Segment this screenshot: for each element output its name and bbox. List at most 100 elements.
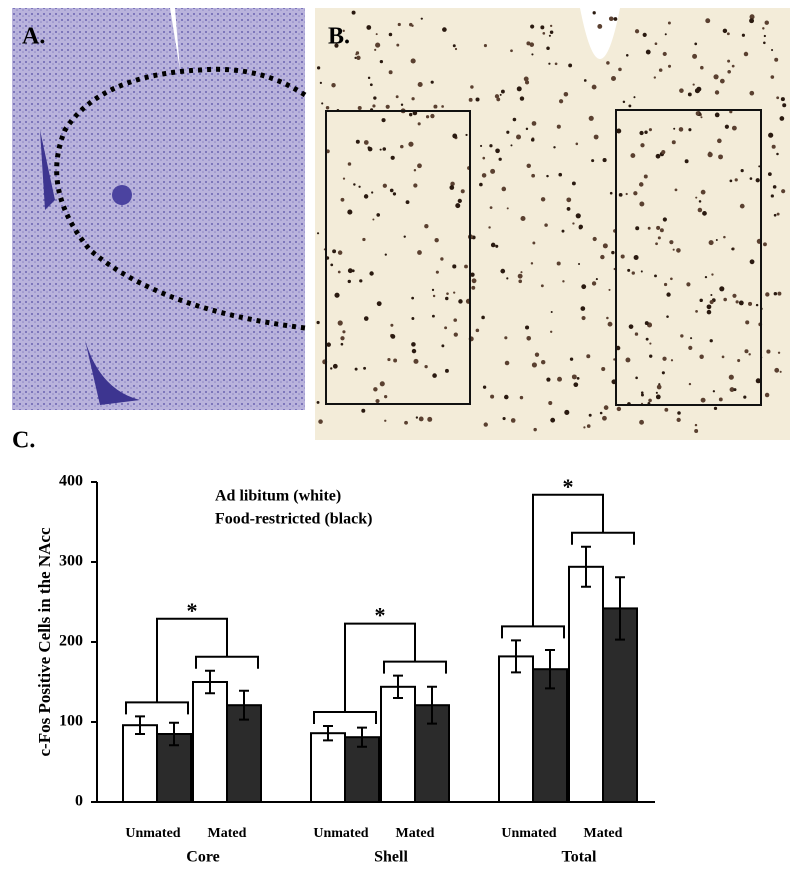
bracket — [383, 660, 447, 674]
cell — [595, 278, 598, 281]
cell — [363, 316, 369, 321]
cell — [727, 59, 731, 63]
cell — [490, 242, 496, 248]
cell — [600, 254, 605, 260]
y-tick-label: 400 — [59, 473, 83, 490]
cell — [717, 138, 722, 144]
cell — [558, 172, 563, 177]
cell — [431, 314, 435, 318]
cell — [608, 288, 611, 291]
cell — [489, 144, 493, 148]
cell — [575, 213, 581, 219]
cell — [770, 75, 775, 79]
cell — [366, 25, 372, 30]
cell — [723, 297, 727, 302]
cell — [417, 163, 422, 169]
cell — [342, 29, 345, 32]
cell — [616, 406, 622, 412]
bar — [568, 565, 604, 803]
cell — [369, 271, 374, 276]
cell — [540, 359, 546, 365]
cell — [586, 354, 591, 359]
error-bar — [427, 685, 437, 725]
cell — [634, 29, 640, 34]
cell — [526, 41, 531, 46]
cell — [755, 303, 759, 307]
cell — [526, 335, 532, 341]
cell — [453, 291, 456, 294]
cell — [400, 103, 404, 106]
cell — [482, 385, 487, 389]
cell — [540, 284, 544, 288]
cell — [347, 268, 353, 274]
cell — [363, 140, 369, 145]
cell — [549, 24, 553, 28]
cell — [568, 63, 573, 68]
cell — [384, 395, 388, 399]
error-bar — [205, 669, 215, 695]
tissue-image — [12, 8, 305, 410]
cell — [326, 342, 331, 347]
cell — [697, 207, 703, 213]
cell — [331, 83, 336, 88]
cell — [480, 144, 483, 148]
cell — [389, 188, 394, 193]
cell — [449, 185, 455, 190]
cell — [764, 20, 769, 25]
error-bar — [581, 545, 591, 588]
cell — [489, 206, 493, 210]
cell — [540, 25, 545, 30]
cell — [479, 182, 483, 187]
cell — [729, 387, 735, 393]
cell — [662, 217, 667, 222]
cell — [705, 18, 711, 24]
cell — [777, 291, 782, 296]
cell — [355, 139, 360, 144]
cell — [455, 203, 461, 209]
cell — [591, 84, 597, 90]
cell — [648, 398, 652, 403]
cell — [731, 247, 734, 251]
cell — [504, 394, 509, 400]
cell — [655, 153, 661, 159]
cell — [773, 213, 777, 217]
cell — [316, 232, 320, 235]
cell — [490, 168, 496, 174]
cell — [731, 125, 737, 131]
cell — [375, 42, 381, 48]
cell — [330, 263, 334, 267]
cell — [666, 315, 669, 318]
cell — [413, 358, 419, 364]
cell — [609, 191, 613, 195]
cell — [316, 400, 320, 404]
cell — [706, 304, 712, 310]
cell — [713, 406, 718, 410]
cell — [483, 422, 488, 427]
cell — [777, 351, 781, 354]
cell — [556, 261, 561, 266]
significance-marker: * — [563, 474, 574, 499]
cell — [770, 194, 774, 198]
bar — [498, 655, 534, 804]
bracket — [313, 711, 377, 724]
cell — [372, 218, 375, 221]
cell — [444, 368, 449, 373]
bracket — [571, 531, 635, 545]
cell — [625, 357, 631, 363]
error-bar — [357, 726, 367, 748]
cell — [415, 416, 419, 419]
cell — [699, 354, 704, 359]
cell — [373, 387, 378, 392]
cell — [563, 91, 569, 97]
cell — [642, 32, 647, 37]
cell — [442, 27, 447, 32]
cell — [732, 293, 737, 298]
cell — [734, 178, 738, 182]
cell — [417, 122, 421, 126]
cell — [495, 148, 500, 154]
cell — [546, 377, 551, 382]
cell — [564, 409, 570, 415]
cell — [771, 144, 776, 149]
cell — [512, 117, 517, 122]
error-bar — [323, 725, 333, 742]
